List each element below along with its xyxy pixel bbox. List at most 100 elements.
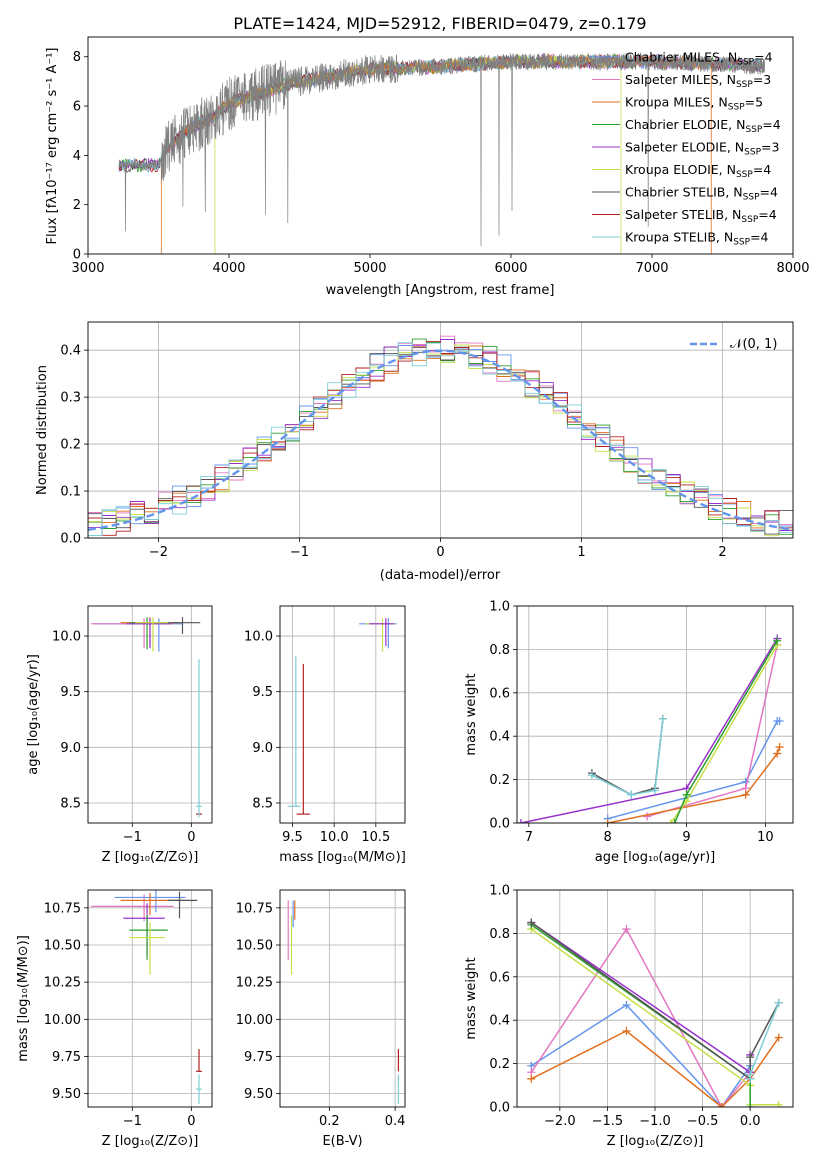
y-tick-label: 10.75	[44, 901, 81, 916]
x-axis-label: age [log₁₀(age/yr)]	[595, 850, 716, 865]
y-tick-label: 9.50	[52, 1087, 81, 1102]
y-tick-label: 0.6	[489, 970, 510, 985]
weight-marker	[746, 1070, 755, 1079]
y-tick-label: 0.4	[60, 344, 81, 359]
y-tick-label: 0.8	[489, 643, 510, 658]
x-axis-label: Z [log₁₀(Z/Z⊙)]	[102, 1134, 199, 1149]
legend-sub: SSP	[733, 238, 750, 248]
y-tick-label: 9.5	[60, 685, 81, 700]
axes-frame	[87, 36, 794, 255]
legend-label: Kroupa STELIB, NSSP=4	[625, 230, 769, 248]
weight-line-chab_stelib	[591, 718, 664, 796]
legend-tail: =5	[745, 95, 763, 110]
data-point-krou_stelib	[287, 656, 301, 807]
data-point-salp_stelib	[296, 663, 310, 815]
y-tick-label: 10.0	[52, 630, 81, 645]
weight-marker	[746, 1053, 755, 1062]
legend-label: Salpeter STELIB, NSSP=4	[625, 207, 777, 225]
weight-marker	[666, 819, 675, 823]
legend-sub: SSP	[745, 125, 762, 135]
y-axis-label: Normed distribution	[35, 365, 50, 495]
x-tick-label: −2	[149, 545, 168, 560]
y-tick-label: 10.50	[44, 938, 81, 953]
legend-tail: =4	[760, 185, 778, 200]
y-tick-label: 9.0	[60, 741, 81, 756]
y-tick-label: 9.50	[244, 1087, 273, 1102]
legend-tail: =4	[762, 117, 780, 132]
y-tick-label: 0.4	[489, 1014, 510, 1029]
legend-label: Chabrier STELIB, NSSP=4	[625, 185, 778, 203]
weight-line-salp_elodie	[530, 921, 751, 1074]
y-tick-label: 0.2	[489, 773, 510, 788]
y-tick-label: 8	[73, 50, 81, 65]
axes-frame	[279, 605, 406, 824]
age-vs-z-panel: −1 0 8.5 9.0 9.5 10.0 Z [log₁₀(Z/Z⊙)] age [log₁…	[26, 605, 213, 865]
data-point-krou_miles	[120, 892, 183, 916]
legend-sub: SSP	[736, 80, 753, 90]
plot-area	[88, 335, 793, 538]
x-tick-label: 2	[718, 545, 726, 560]
weight-line-krou_miles	[530, 1030, 780, 1107]
plot-area	[517, 634, 784, 823]
weight-line-chab_miles	[530, 1004, 751, 1107]
y-tick-label: 0.0	[489, 817, 510, 832]
x-tick-label: 7	[525, 830, 533, 845]
legend-label: Chabrier ELODIE, NSSP=4	[625, 117, 781, 135]
legend-tail: =4	[758, 207, 776, 222]
legend-sub: SSP	[743, 193, 760, 203]
data-point-krou_elodie	[135, 617, 168, 652]
x-tick-label: −1	[123, 1114, 142, 1129]
legend-label: Salpeter ELODIE, NSSP=3	[625, 140, 779, 158]
y-axis-label: mass weight	[464, 673, 479, 755]
legend-sub: SSP	[741, 215, 758, 225]
weight-line-krou_miles	[607, 746, 781, 823]
weight-line-krou_stelib	[749, 1002, 780, 1079]
data-point-krou_stelib	[196, 659, 202, 818]
x-tick-label: 0	[436, 545, 444, 560]
x-tick-label: 8000	[776, 261, 809, 276]
plot-area	[118, 51, 765, 254]
x-axis-label: mass [log₁₀(M/M⊙)]	[279, 850, 406, 865]
weight-marker	[774, 1033, 783, 1042]
data-point-salp_stelib	[196, 1049, 202, 1072]
y-tick-label: 9.75	[244, 1050, 273, 1065]
y-tick-label: 10.00	[236, 1013, 273, 1028]
x-tick-label: −1	[290, 545, 309, 560]
y-tick-label: 0.0	[60, 532, 81, 547]
x-tick-label: 3000	[71, 261, 104, 276]
weight-line-krou_stelib	[591, 718, 664, 796]
weight-marker	[717, 1103, 726, 1107]
weight-marker	[741, 790, 750, 799]
y-axis-label: age [log₁₀(age/yr)]	[26, 654, 41, 775]
weight-marker	[773, 636, 782, 645]
mass-vs-ebv-panel: 0.2 0.4 9.50 9.75 10.00 10.25 10.50 10.75 E(B-V)	[236, 889, 405, 1149]
y-axis-label: mass [log₁₀(M/M⊙)]	[16, 935, 31, 1062]
y-axis-label: mass weight	[464, 957, 479, 1039]
x-tick-label: 1	[577, 545, 585, 560]
legend: Chabrier MILES, NSSP=4 Salpeter MILES, NS…	[592, 50, 781, 248]
normal-legend-label: 𝒩(0, 1)	[730, 337, 777, 352]
weight-marker	[774, 1100, 783, 1107]
weight-marker	[775, 717, 784, 726]
weight-marker	[774, 998, 783, 1007]
legend-sub: SSP	[736, 170, 753, 180]
plot-area	[287, 618, 397, 815]
legend-label: Salpeter MILES, NSSP=3	[625, 72, 771, 90]
y-tick-label: 10.00	[44, 1013, 81, 1028]
legend-label: Kroupa ELODIE, NSSP=4	[625, 162, 771, 180]
x-tick-label: 9	[682, 830, 690, 845]
weight-marker	[746, 1103, 755, 1107]
legend-tail: =4	[750, 230, 768, 245]
weight-vs-age-panel: 7 8 9 10 0.0 0.2 0.4 0.6 0.8 1.0 age [log₁₀(age/yr…	[464, 600, 794, 865]
legend-label: Chabrier MILES, NSSP=4	[625, 50, 773, 68]
weight-marker	[670, 819, 679, 823]
data-point-krou_stelib	[196, 1074, 202, 1105]
plot-area	[90, 617, 202, 818]
x-axis-label: (data-model)/error	[380, 568, 501, 583]
y-tick-label: 6	[73, 100, 81, 115]
weight-marker	[603, 819, 612, 823]
chart-title: PLATE=1424, MJD=52912, FIBERID=0479, z=0…	[233, 14, 646, 33]
y-tick-label: 9.5	[252, 685, 273, 700]
x-tick-label: 10.0	[320, 830, 349, 845]
